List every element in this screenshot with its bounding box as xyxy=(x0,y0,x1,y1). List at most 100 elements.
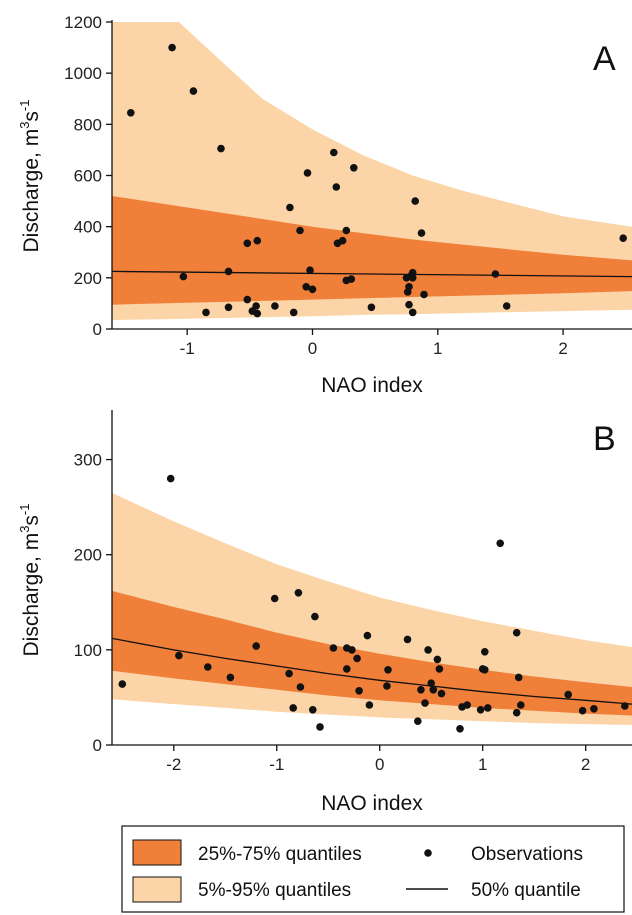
observation-point xyxy=(365,701,374,709)
panel-label-b: B xyxy=(593,420,616,458)
observation-point xyxy=(421,699,429,707)
observation-point xyxy=(296,226,304,235)
observation-point xyxy=(456,725,464,733)
observation-point xyxy=(329,644,338,652)
y-axis-label-a-sup2: -1 xyxy=(17,100,32,112)
observation-point xyxy=(491,270,500,278)
observation-point xyxy=(289,308,298,317)
observation-point xyxy=(408,308,417,317)
observation-point xyxy=(564,690,572,699)
observation-point xyxy=(420,290,428,299)
legend-marker-observations xyxy=(424,849,432,857)
y-axis-label-a: Discharge, m3s-1 xyxy=(17,100,43,253)
observation-point xyxy=(347,275,356,283)
observation-point xyxy=(296,683,305,691)
observation-point xyxy=(429,686,438,694)
y-tick-label: 800 xyxy=(74,115,102,134)
observation-point xyxy=(433,655,442,664)
y-tick-label: 400 xyxy=(74,218,102,237)
x-tick-label: 2 xyxy=(558,339,567,358)
observation-point xyxy=(127,109,135,117)
observation-point xyxy=(353,654,361,663)
y-tick-label: 0 xyxy=(93,320,102,339)
observation-point xyxy=(286,203,294,212)
y-tick-label: 1000 xyxy=(64,64,102,83)
observation-point xyxy=(338,236,347,245)
x-axis-label-a: NAO index xyxy=(321,374,423,397)
y-axis-label-b-sup2: -1 xyxy=(17,504,32,516)
observation-point xyxy=(118,680,127,688)
observation-point xyxy=(309,706,317,714)
observation-point xyxy=(578,706,587,715)
y-tick-label: 1200 xyxy=(64,13,102,32)
observation-point xyxy=(332,183,341,191)
observations-panel-a xyxy=(127,43,627,318)
y-tick-label: 300 xyxy=(74,451,102,470)
observation-point xyxy=(355,687,363,695)
observation-point xyxy=(179,272,188,281)
observation-point xyxy=(411,197,420,205)
observation-point xyxy=(253,309,262,318)
y-axis-label-b-main: Discharge, m xyxy=(20,533,43,657)
observation-point xyxy=(414,717,422,725)
observation-point xyxy=(270,594,279,603)
axes-panel-b: 0 100 200 300 -2 -1 0 1 2 xyxy=(74,410,632,774)
x-tick-label: -1 xyxy=(269,755,284,774)
observation-point xyxy=(306,266,314,275)
y-axis-label-a-main: Discharge, m xyxy=(20,129,43,253)
observation-point xyxy=(226,673,235,682)
y-axis-label-a-sup1: 3 xyxy=(17,122,32,129)
observation-point xyxy=(496,539,505,548)
legend-label-median: 50% quantile xyxy=(471,880,581,901)
observation-point xyxy=(621,702,629,710)
observation-point xyxy=(271,302,279,310)
observation-point xyxy=(243,239,252,248)
legend-swatch-5-95 xyxy=(132,876,182,903)
observation-point xyxy=(435,665,444,673)
y-tick-label: 600 xyxy=(74,167,102,186)
panel-a: 0 200 400 600 800 1000 1200 -1 0 1 2 A NAO index D… xyxy=(17,13,632,397)
axes-panel-a: 0 200 400 600 800 1000 1200 -1 0 1 2 xyxy=(64,13,632,358)
observation-point xyxy=(330,148,338,157)
observation-point xyxy=(311,612,319,621)
observation-point xyxy=(224,267,233,276)
observation-point xyxy=(476,706,485,714)
observation-point xyxy=(285,669,293,678)
observation-point xyxy=(302,283,311,291)
observation-point xyxy=(384,666,392,674)
observation-point xyxy=(350,164,358,172)
observation-point xyxy=(342,226,351,235)
observation-point xyxy=(168,43,176,52)
observation-point xyxy=(512,708,521,717)
observation-point xyxy=(417,686,425,694)
legend-label-observations: Observations xyxy=(471,844,583,865)
observation-point xyxy=(514,673,523,682)
observation-point xyxy=(405,300,413,309)
observation-point xyxy=(424,646,432,654)
observation-point xyxy=(590,705,598,713)
x-tick-label: -2 xyxy=(166,755,181,774)
observation-point xyxy=(175,651,183,660)
observation-point xyxy=(363,631,372,640)
legend: 25%-75% quantiles 5%-95% quantiles Obser… xyxy=(121,825,625,913)
observation-point xyxy=(417,229,426,237)
observation-point xyxy=(403,288,412,296)
observation-point xyxy=(202,308,210,317)
x-tick-label: -1 xyxy=(180,339,195,358)
median-line-panel-a xyxy=(112,270,632,278)
observation-point xyxy=(166,474,175,483)
x-tick-label: 1 xyxy=(433,339,442,358)
observation-point xyxy=(484,704,492,712)
x-tick-label: 0 xyxy=(308,339,317,358)
observation-point xyxy=(437,689,446,698)
observation-point xyxy=(427,679,436,687)
y-tick-label: 100 xyxy=(74,641,102,660)
observation-point xyxy=(252,302,260,310)
observation-point xyxy=(383,682,391,690)
x-axis-label-b: NAO index xyxy=(321,792,423,815)
y-tick-label: 200 xyxy=(74,269,102,288)
observations-panel-b xyxy=(118,474,629,733)
observation-point xyxy=(343,665,351,673)
observation-point xyxy=(289,704,298,712)
